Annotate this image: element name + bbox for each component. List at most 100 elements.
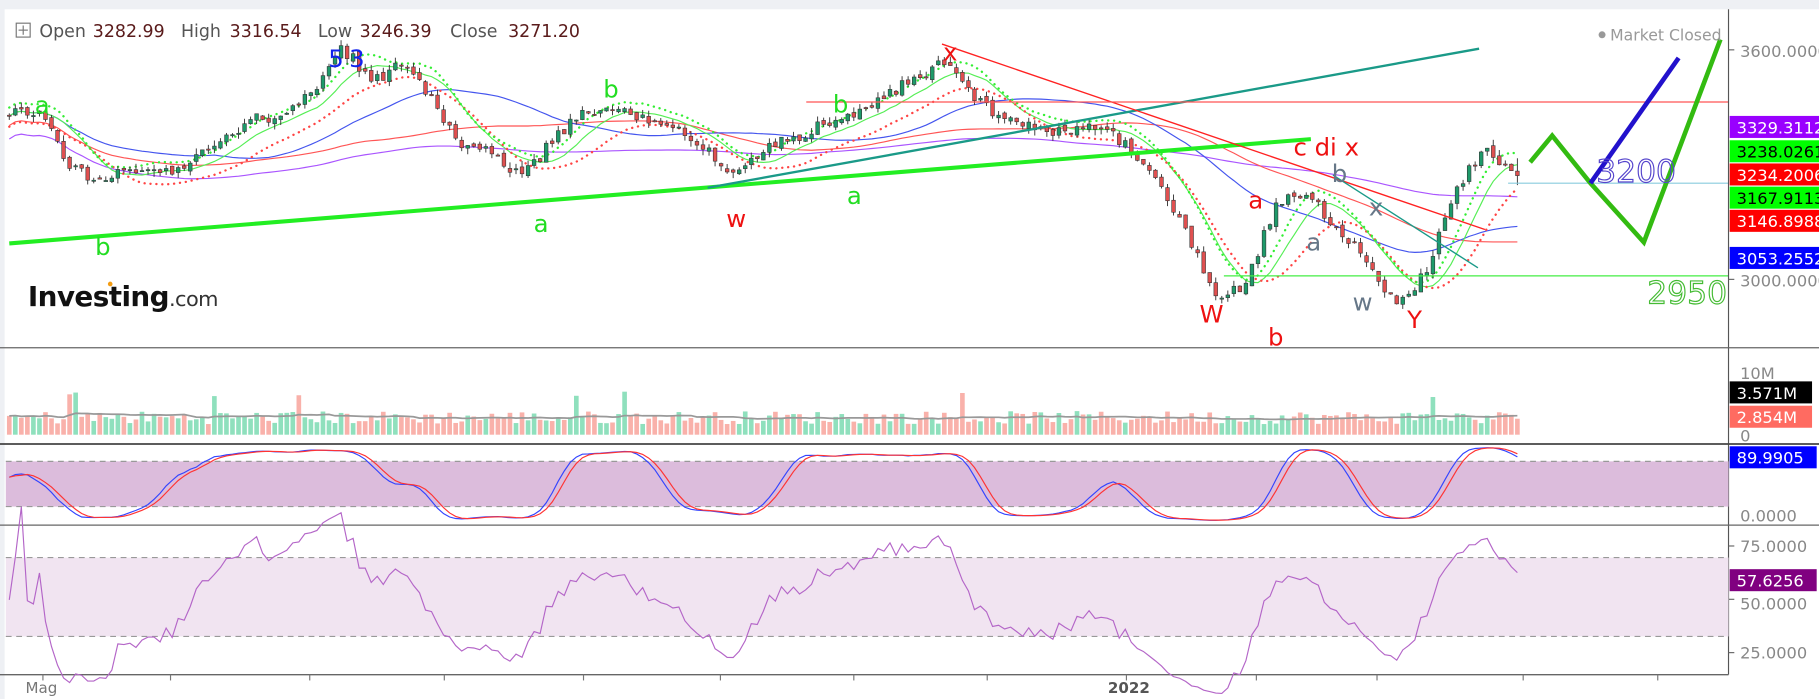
candle[interactable] [930, 64, 935, 83]
candle[interactable] [568, 113, 573, 139]
candle[interactable] [1237, 285, 1243, 293]
red-downtrend-line[interactable] [941, 43, 1486, 231]
candle[interactable] [278, 115, 283, 126]
candle[interactable] [507, 162, 513, 178]
candle[interactable] [7, 113, 12, 120]
candle[interactable] [109, 175, 114, 183]
candle[interactable] [936, 55, 941, 66]
candle[interactable] [743, 162, 748, 174]
volume-pane[interactable] [6, 391, 1520, 435]
candle[interactable] [495, 153, 501, 157]
candle[interactable] [610, 105, 615, 116]
candle[interactable] [1207, 272, 1212, 287]
candle[interactable] [737, 167, 742, 176]
candle[interactable] [260, 115, 265, 121]
candle[interactable] [712, 147, 718, 167]
candle[interactable] [519, 160, 525, 178]
candle[interactable] [1117, 130, 1122, 148]
candle[interactable] [1364, 252, 1369, 268]
candle[interactable] [411, 62, 416, 76]
candle[interactable] [483, 143, 488, 153]
candle[interactable] [1479, 150, 1484, 169]
candle[interactable] [531, 153, 537, 169]
candle[interactable] [604, 107, 609, 112]
candle[interactable] [1273, 197, 1279, 233]
candle[interactable] [393, 57, 398, 72]
teal-short-line[interactable] [1332, 174, 1479, 269]
candle[interactable] [1466, 163, 1472, 185]
candle[interactable] [580, 106, 585, 121]
candle[interactable] [658, 118, 663, 128]
candle[interactable] [248, 116, 253, 125]
candle[interactable] [314, 86, 320, 98]
candle[interactable] [31, 110, 36, 123]
candle[interactable] [851, 107, 856, 122]
candle[interactable] [441, 104, 446, 126]
candle[interactable] [634, 111, 639, 124]
blue-forecast-line[interactable] [1588, 56, 1681, 185]
candle[interactable] [49, 114, 54, 132]
candle[interactable] [845, 113, 850, 125]
candle[interactable] [1008, 116, 1013, 125]
candle[interactable] [133, 163, 139, 175]
candle[interactable] [43, 110, 48, 122]
candle[interactable] [194, 148, 199, 166]
candle[interactable] [550, 138, 555, 148]
candle[interactable] [188, 161, 193, 176]
candle[interactable] [1014, 117, 1019, 125]
candle[interactable] [869, 101, 875, 109]
candle[interactable] [1141, 158, 1146, 166]
candle[interactable] [1334, 226, 1339, 231]
green-forecast-zigzag[interactable] [1528, 38, 1723, 247]
candle[interactable] [200, 149, 205, 158]
candle[interactable] [387, 64, 392, 87]
candle[interactable] [1418, 268, 1424, 293]
candle[interactable] [1195, 246, 1200, 258]
candle[interactable] [1286, 193, 1291, 208]
candle[interactable] [700, 139, 706, 156]
candle[interactable] [1249, 263, 1255, 287]
candle[interactable] [1388, 292, 1393, 295]
candle[interactable] [151, 164, 157, 177]
candle[interactable] [1147, 162, 1152, 175]
candle[interactable] [1394, 294, 1399, 305]
candle[interactable] [797, 134, 802, 145]
price-axis[interactable]: 3600.0000 3000.0000 [1728, 42, 1819, 291]
candle[interactable] [966, 76, 971, 92]
candle[interactable] [803, 135, 808, 142]
candle[interactable] [1485, 147, 1490, 156]
candle[interactable] [1002, 111, 1007, 124]
candle[interactable] [447, 121, 452, 131]
candle[interactable] [1068, 132, 1074, 135]
candle[interactable] [694, 138, 700, 151]
candle[interactable] [646, 110, 651, 128]
candle[interactable] [19, 102, 24, 114]
candle[interactable] [127, 166, 133, 175]
candle[interactable] [1358, 237, 1363, 258]
candle[interactable] [405, 65, 410, 74]
candle[interactable] [791, 131, 796, 145]
candle[interactable] [344, 43, 350, 65]
candle[interactable] [332, 51, 338, 68]
candle[interactable] [948, 56, 953, 66]
candle[interactable] [1370, 256, 1375, 272]
candle[interactable] [1509, 163, 1514, 172]
candle[interactable] [399, 63, 404, 72]
teal-trendline[interactable] [707, 47, 1480, 189]
candle[interactable] [924, 71, 929, 81]
candle[interactable] [1177, 211, 1182, 218]
candle[interactable] [489, 143, 495, 159]
candle[interactable] [525, 160, 531, 178]
candle[interactable] [1376, 270, 1381, 287]
candle[interactable] [1231, 280, 1237, 297]
candle[interactable] [212, 140, 217, 154]
candle[interactable] [1497, 150, 1502, 166]
candle[interactable] [73, 163, 78, 171]
candle[interactable] [308, 91, 314, 101]
candle[interactable] [905, 76, 911, 87]
candle[interactable] [1412, 287, 1417, 296]
candle[interactable] [755, 156, 760, 163]
candle[interactable] [676, 124, 682, 130]
candle[interactable] [706, 144, 712, 156]
candle[interactable] [182, 163, 187, 172]
